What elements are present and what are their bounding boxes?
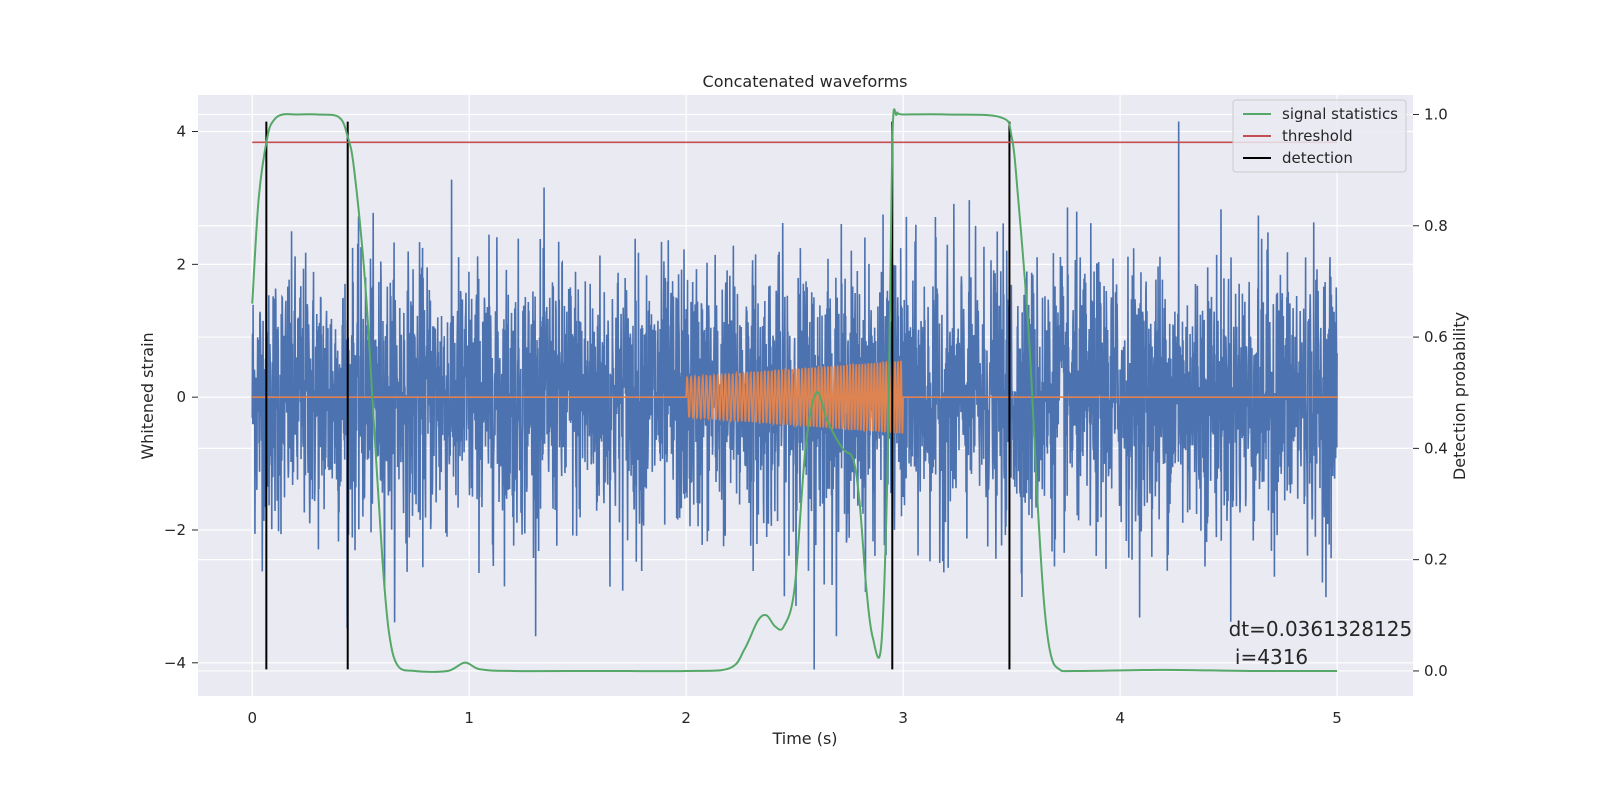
y-tick-label: −4 (164, 654, 186, 672)
y-axis-ticks: −4 −2 0 2 4 (164, 123, 198, 672)
y2-tick-label: 0.6 (1424, 328, 1448, 346)
annotation-i: i=4316 (1229, 645, 1309, 669)
y2-tick-label: 0.0 (1424, 662, 1448, 680)
x-tick-label: 0 (247, 709, 257, 727)
x-axis-label: Time (s) (771, 729, 837, 748)
x-tick-label: 2 (681, 709, 691, 727)
annotation-dt: dt=0.0361328125 (1229, 617, 1413, 641)
y-tick-label: 0 (176, 388, 186, 406)
legend-label-signal-statistics: signal statistics (1282, 105, 1398, 123)
legend-box (1232, 99, 1407, 173)
x-tick-label: 5 (1332, 709, 1342, 727)
signal-statistics-line (251, 108, 1338, 673)
legend-label-threshold: threshold (1282, 127, 1353, 145)
legend: signal statistics threshold detection (1232, 99, 1407, 173)
whitened-strain-line (251, 121, 1338, 670)
y2-tick-label: 0.2 (1424, 551, 1448, 569)
y-axis-label: Whitened strain (138, 332, 157, 459)
x-tick-label: 4 (1115, 709, 1125, 727)
y-tick-label: 4 (176, 123, 186, 141)
y-tick-label: −2 (164, 521, 186, 539)
x-tick-label: 3 (898, 709, 908, 727)
x-axis-ticks: 0 1 2 3 4 5 (247, 709, 1341, 727)
y2-tick-label: 1.0 (1424, 105, 1448, 123)
y2-axis-label: Detection probability (1450, 312, 1469, 480)
injected-waveform-line (252, 359, 1338, 434)
x-tick-label: 1 (464, 709, 474, 727)
y2-tick-label: 0.4 (1424, 439, 1448, 457)
legend-label-detection: detection (1282, 149, 1353, 167)
y2-tick-label: 0.8 (1424, 217, 1448, 235)
y-tick-label: 2 (176, 255, 186, 273)
chart-title: Concatenated waveforms (703, 72, 908, 91)
y2-axis-ticks: 0.0 0.2 0.4 0.6 0.8 1.0 (1413, 105, 1448, 680)
